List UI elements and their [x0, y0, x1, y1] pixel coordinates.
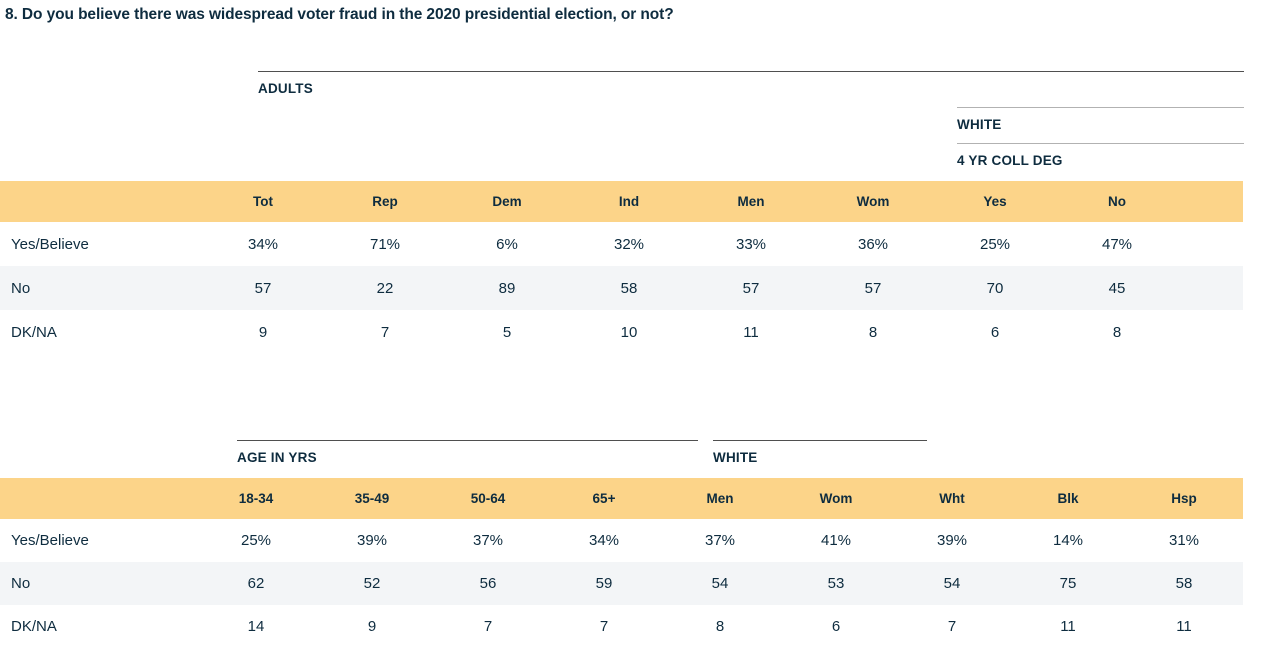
header-cell: Men: [737, 194, 765, 209]
header-cell: 65+: [592, 491, 616, 506]
data-cell: 11: [743, 323, 759, 341]
data-cell: 39%: [936, 532, 968, 549]
data-cell: 31%: [1168, 532, 1200, 549]
data-cell: 37%: [704, 532, 736, 549]
data-cell: 6: [831, 618, 841, 635]
column-group-label: AGE IN YRS: [237, 450, 317, 465]
table2-header-row: 18-34 35-49 50-64 65+ Men Wom Wht Blk Hs…: [0, 478, 1243, 519]
table-row: DK/NA 14 9 7 7 8 6 7 11 11: [0, 605, 1243, 648]
data-cell: 32%: [613, 235, 645, 253]
data-cell: 8: [1112, 323, 1122, 341]
header-cell: Hsp: [1171, 491, 1197, 506]
page-title: 8. Do you believe there was widespread v…: [5, 6, 674, 23]
row-label: Yes/Believe: [11, 532, 89, 549]
header-cell-empty: [0, 181, 202, 222]
table1-header-row: Tot Rep Dem Ind Men Wom Yes No: [0, 181, 1243, 222]
column-group-label: 4 YR COLL DEG: [957, 153, 1063, 168]
data-cell: 6: [990, 323, 1000, 341]
data-cell: 5: [502, 323, 512, 341]
data-cell: 8: [868, 323, 878, 341]
data-cell: 57: [254, 279, 272, 297]
row-label: Yes/Believe: [11, 235, 89, 253]
data-cell: 10: [620, 323, 638, 341]
column-group-white: WHITE: [713, 440, 927, 465]
header-cell: Rep: [372, 194, 398, 209]
data-cell: 11: [1060, 618, 1076, 635]
data-cell: 89: [498, 279, 516, 297]
table-row: No 62 52 56 59 54 53 54 75 58: [0, 562, 1243, 605]
header-cell: Wht: [939, 491, 965, 506]
column-group-label: ADULTS: [258, 81, 313, 96]
data-cell: 75: [1059, 575, 1077, 592]
data-cell: 8: [715, 618, 725, 635]
column-group-adults: ADULTS: [258, 71, 1244, 96]
data-cell: 59: [595, 575, 613, 592]
data-cell: 7: [380, 323, 390, 341]
data-cell: 7: [599, 618, 609, 635]
header-cell: No: [1108, 194, 1126, 209]
data-cell: 33%: [735, 235, 767, 253]
data-cell: 36%: [857, 235, 889, 253]
data-cell: 25%: [240, 532, 272, 549]
data-cell: 47%: [1101, 235, 1133, 253]
row-label: DK/NA: [11, 618, 57, 635]
column-group-label: WHITE: [957, 117, 1002, 132]
header-cell: Yes: [983, 194, 1007, 209]
data-cell: 52: [363, 575, 381, 592]
data-cell: 34%: [588, 532, 620, 549]
table-row: Yes/Believe 25% 39% 37% 34% 37% 41% 39% …: [0, 519, 1243, 562]
table-row: Yes/Believe 34% 71% 6% 32% 33% 36% 25% 4…: [0, 222, 1243, 266]
data-cell: 57: [742, 279, 760, 297]
data-cell: 70: [986, 279, 1004, 297]
header-cell: Tot: [253, 194, 273, 209]
header-cell-empty: [0, 478, 198, 519]
row-label: No: [11, 575, 31, 592]
data-cell: 58: [1175, 575, 1193, 592]
data-cell: 62: [247, 575, 265, 592]
data-cell: 34%: [247, 235, 279, 253]
header-cell: Wom: [856, 194, 890, 209]
data-cell: 7: [483, 618, 493, 635]
header-cell: Blk: [1057, 491, 1079, 506]
data-cell: 39%: [356, 532, 388, 549]
data-cell: 45: [1108, 279, 1126, 297]
crosstab-table-1: Tot Rep Dem Ind Men Wom Yes No Yes/Belie…: [0, 181, 1243, 354]
data-cell: 11: [1176, 618, 1192, 635]
crosstab-table-2: 18-34 35-49 50-64 65+ Men Wom Wht Blk Hs…: [0, 478, 1243, 648]
data-cell: 9: [258, 323, 268, 341]
data-cell: 56: [479, 575, 497, 592]
header-cell: Men: [706, 491, 734, 506]
table-row: No 57 22 89 58 57 57 70 45: [0, 266, 1243, 310]
header-cell: Dem: [492, 194, 522, 209]
data-cell: 58: [620, 279, 638, 297]
data-cell: 7: [947, 618, 957, 635]
header-cell: 35-49: [354, 491, 390, 506]
column-group-label: WHITE: [713, 450, 758, 465]
data-cell: 37%: [472, 532, 504, 549]
data-cell: 9: [367, 618, 377, 635]
data-cell: 53: [827, 575, 845, 592]
data-cell: 25%: [979, 235, 1011, 253]
data-cell: 14%: [1052, 532, 1084, 549]
row-label: DK/NA: [11, 323, 57, 341]
data-cell: 14: [247, 618, 265, 635]
data-cell: 57: [864, 279, 882, 297]
data-cell: 71%: [369, 235, 401, 253]
data-cell: 22: [376, 279, 394, 297]
data-cell: 6%: [496, 235, 518, 253]
column-group-4yr-coll-deg: 4 YR COLL DEG: [957, 143, 1244, 168]
header-cell: 18-34: [238, 491, 274, 506]
data-cell: 54: [711, 575, 729, 592]
header-cell: Ind: [618, 194, 640, 209]
header-cell: Wom: [819, 491, 853, 506]
column-group-white: WHITE: [957, 107, 1244, 132]
header-cell: 50-64: [470, 491, 506, 506]
data-cell: 41%: [820, 532, 852, 549]
column-group-age-in-yrs: AGE IN YRS: [237, 440, 698, 465]
row-label: No: [11, 279, 31, 297]
data-cell: 54: [943, 575, 961, 592]
table-row: DK/NA 9 7 5 10 11 8 6 8: [0, 310, 1243, 354]
